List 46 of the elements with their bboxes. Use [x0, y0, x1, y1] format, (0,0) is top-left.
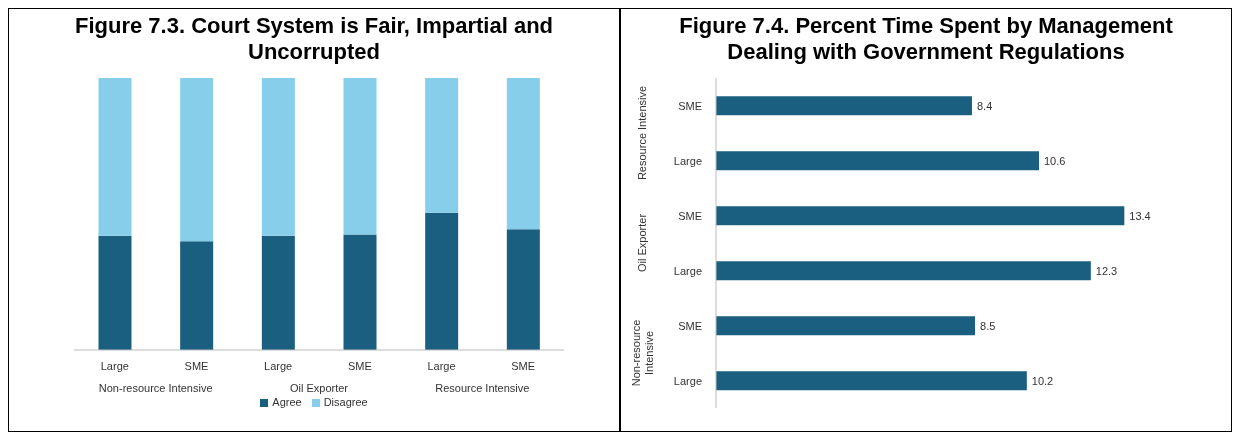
x-tick-label: SME: [184, 360, 209, 372]
bar: [261, 78, 295, 236]
text: Resource Intensive: [636, 85, 648, 181]
x-tick-label: SME: [347, 360, 372, 372]
x-tick-label: Large: [100, 360, 129, 372]
x-tick-label: SME: [511, 360, 536, 372]
bar: [716, 151, 1040, 171]
text: Resource Intensive: [435, 382, 530, 394]
data-label: 12.3: [1095, 264, 1118, 277]
bar: [716, 96, 972, 116]
y-tick-label: SME: [678, 319, 702, 332]
bar: [261, 235, 295, 350]
text: Non-resource Intensive: [630, 319, 655, 387]
bar: [98, 78, 132, 236]
chart-title: Figure 7.4. Percent Time Spent by Management Dealing with Government Regulations: [678, 12, 1174, 66]
x-tick-label: Large: [264, 360, 293, 372]
y-tick-label: Large: [673, 154, 702, 167]
text: Oil Exporter: [636, 213, 648, 273]
bar: [716, 261, 1091, 281]
text: Oil Exporter: [289, 382, 349, 394]
y-tick-label: SME: [678, 99, 702, 112]
y-tick-label: Large: [673, 374, 702, 387]
bar: [425, 78, 459, 213]
bar: [343, 234, 377, 350]
bar: [343, 78, 377, 235]
y-tick-label: SME: [678, 209, 702, 222]
data-label: 10.2: [1031, 374, 1054, 387]
bar: [180, 241, 214, 350]
data-label: 13.4: [1129, 209, 1151, 222]
chart-title: Figure 7.3. Court System is Fair, Impartial and Uncorrupted: [74, 12, 554, 66]
bar: [716, 371, 1027, 391]
bar: [716, 206, 1125, 226]
data-label: 8.5: [980, 319, 996, 332]
bar: [425, 212, 459, 350]
legend-label: Disagree: [323, 396, 368, 408]
bar: [716, 316, 976, 336]
legend-label: Agree: [272, 396, 302, 408]
bar: [506, 78, 540, 230]
data-label: 8.4: [976, 99, 993, 112]
x-tick-label: Large: [427, 360, 456, 372]
data-label: 10.6: [1044, 154, 1066, 167]
bar: [98, 235, 132, 350]
bar: [506, 229, 540, 350]
text: Non-resource Intensive: [98, 382, 213, 394]
y-tick-label: Large: [673, 264, 702, 277]
bar: [180, 78, 214, 242]
